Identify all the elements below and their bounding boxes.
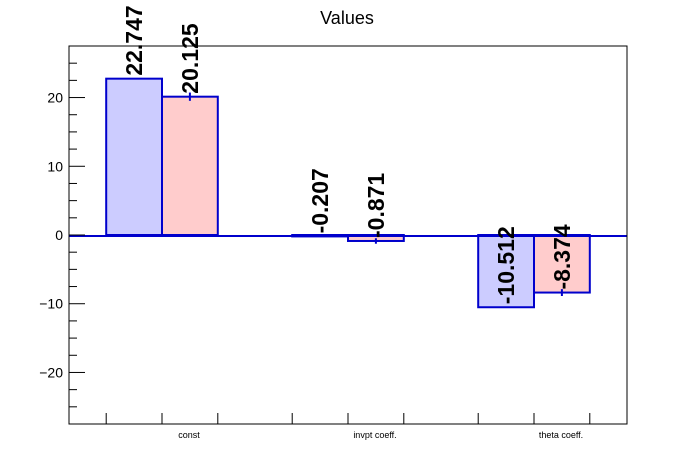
- bar-s2-2: [533, 234, 591, 294]
- chart-title: Values: [320, 8, 374, 28]
- bar-s1-0: [105, 77, 163, 236]
- y-tick-label: 0: [55, 227, 63, 243]
- data-label-s1-2: -10.512: [493, 226, 519, 304]
- x-tick-label: const: [178, 430, 200, 440]
- y-tick-label: −10: [39, 296, 63, 312]
- y-tick-label: 20: [47, 90, 63, 106]
- y-tick-label: −20: [39, 364, 63, 380]
- x-tick-label: theta coeff.: [539, 430, 583, 440]
- data-label-s2-2: -8.374: [549, 224, 575, 289]
- data-label-s2-0: 20.125: [177, 23, 203, 94]
- bar-s2-0: [161, 95, 219, 236]
- data-label-s1-1: -0.207: [307, 168, 333, 233]
- y-tick-label: 10: [47, 158, 63, 174]
- data-label-s1-0: 22.747: [121, 5, 147, 75]
- x-tick-label: invpt coeff.: [353, 430, 396, 440]
- data-label-s2-1: -0.871: [363, 173, 389, 238]
